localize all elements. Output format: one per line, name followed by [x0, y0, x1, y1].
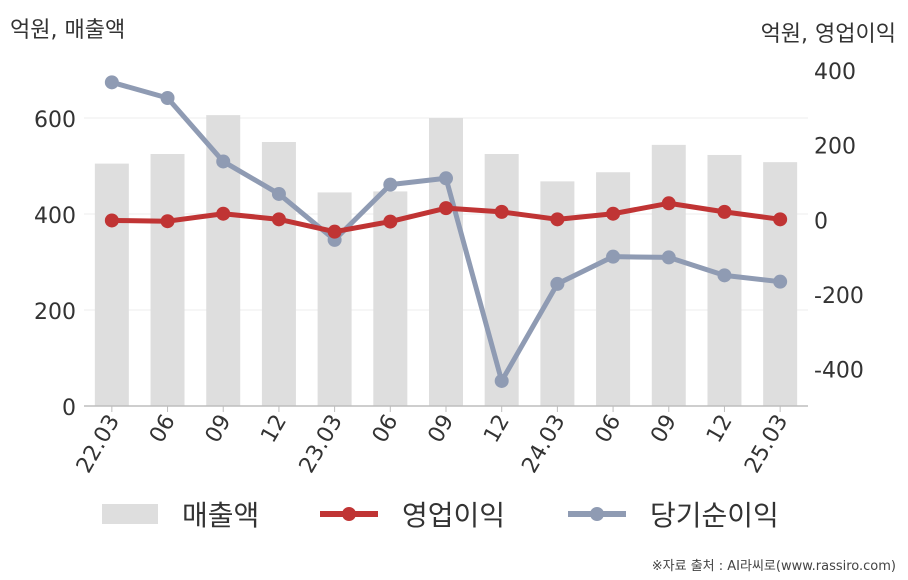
x-tick-label: 24.03 — [517, 411, 570, 478]
point-operating-profit — [104, 213, 119, 228]
point-operating-profit — [271, 212, 286, 227]
x-tick-label: 25.03 — [740, 411, 793, 478]
legend-swatch-sales — [102, 504, 158, 524]
point-operating-profit — [327, 224, 342, 239]
point-net-income — [550, 276, 565, 291]
point-net-income — [494, 373, 509, 388]
x-tick-label: 12 — [256, 411, 292, 448]
bar-sales — [150, 154, 185, 406]
point-net-income — [104, 75, 119, 90]
point-operating-profit — [160, 214, 175, 229]
legend-item-operating-profit: 영업이익 — [318, 490, 505, 538]
point-operating-profit — [216, 206, 231, 221]
legend-item-sales: 매출액 — [102, 490, 259, 538]
x-tick-label: 12 — [479, 411, 515, 448]
right-tick-label: -200 — [814, 284, 864, 309]
bar-sales — [429, 118, 463, 406]
right-tick-label: -400 — [814, 359, 864, 384]
point-operating-profit — [773, 212, 788, 227]
bar-sales — [261, 142, 296, 406]
left-tick-label: 600 — [34, 108, 76, 133]
x-tick-label: 06 — [145, 411, 181, 448]
x-tick-label: 12 — [702, 411, 738, 448]
source-credit: ※자료 출처 : AI라씨로(www.rassiro.com) — [651, 559, 896, 574]
legend-label-sales: 매출액 — [182, 499, 260, 532]
x-tick-label: 23.03 — [295, 411, 348, 478]
left-axis-unit: 억원, 매출액 — [10, 18, 126, 43]
point-operating-profit — [550, 212, 565, 227]
x-tick-label: 09 — [646, 411, 682, 448]
right-tick-label: 0 — [814, 209, 828, 234]
point-operating-profit — [494, 204, 509, 219]
point-net-income — [271, 186, 286, 201]
point-operating-profit — [439, 201, 453, 216]
left-tick-label: 200 — [34, 300, 76, 325]
point-net-income — [160, 91, 175, 105]
point-net-income — [717, 268, 732, 283]
x-tick-label: 06 — [368, 411, 404, 448]
right-tick-label: 400 — [814, 60, 856, 85]
point-operating-profit — [383, 214, 398, 229]
point-net-income — [773, 274, 788, 289]
point-net-income — [383, 177, 398, 192]
point-net-income — [606, 249, 621, 264]
point-net-income — [216, 154, 231, 169]
legend-swatch-net-income — [568, 507, 626, 521]
point-operating-profit — [717, 204, 732, 219]
point-net-income — [439, 171, 453, 186]
bar-sales — [651, 144, 686, 406]
bar-sales — [317, 192, 352, 406]
x-tick-label: 22.03 — [72, 411, 125, 478]
x-tick-label: 09 — [424, 411, 460, 448]
legend-swatch-operating-profit — [320, 507, 378, 521]
point-operating-profit — [661, 196, 676, 211]
x-tick-label: 06 — [591, 411, 627, 448]
point-operating-profit — [606, 206, 621, 221]
right-axis-unit: 억원, 영업이익 — [760, 22, 896, 47]
right-tick-label: 200 — [814, 135, 856, 160]
bar-sales — [484, 154, 519, 406]
x-tick-label: 09 — [201, 411, 237, 448]
bar-sales — [94, 163, 129, 406]
left-tick-label: 400 — [34, 204, 76, 229]
chart-legend: 매출액 영업이익 당기순이익 — [0, 490, 908, 538]
left-tick-label: 0 — [62, 396, 76, 421]
legend-label-net-income: 당기순이익 — [650, 499, 779, 532]
point-net-income — [661, 250, 676, 265]
legend-item-net-income: 당기순이익 — [566, 490, 779, 538]
legend-label-operating-profit: 영업이익 — [402, 499, 506, 532]
